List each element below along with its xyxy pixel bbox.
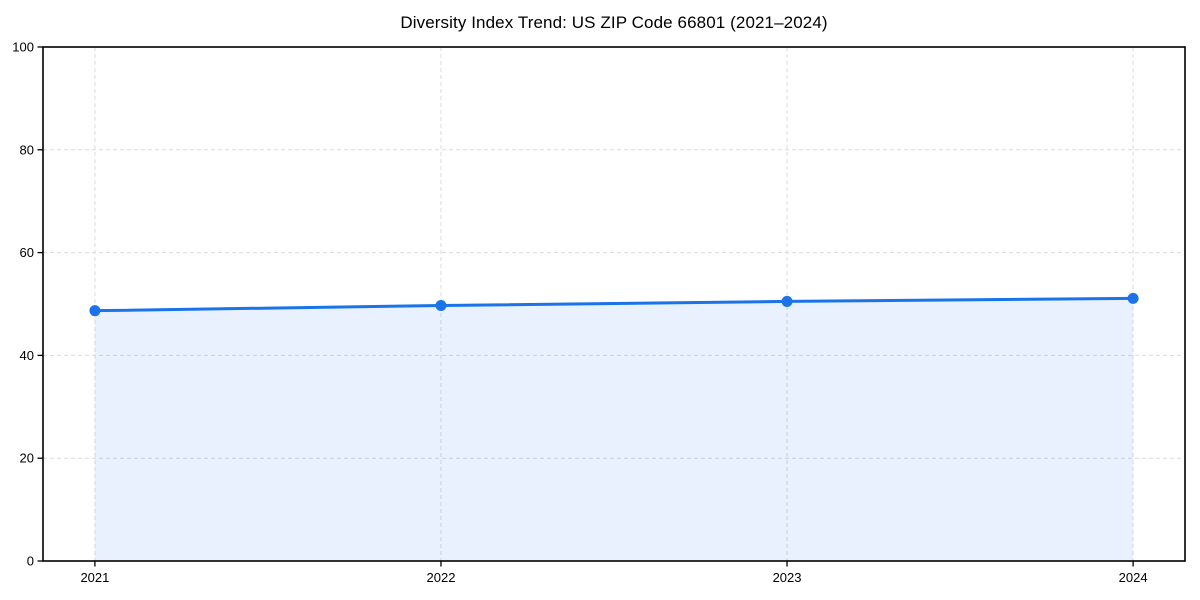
- chart-title: Diversity Index Trend: US ZIP Code 66801…: [400, 13, 828, 32]
- plot-frame: [42, 46, 1186, 562]
- data-point-2024: [1127, 292, 1139, 304]
- y-tick-label: 20: [20, 451, 34, 466]
- x-tick-label: 2023: [773, 570, 802, 585]
- y-tick-label: 100: [12, 40, 34, 55]
- trend-line: [93, 296, 1135, 313]
- y-tick-label: 80: [20, 142, 34, 157]
- y-tick-label: 60: [20, 245, 34, 260]
- data-point-2022: [435, 300, 447, 312]
- x-tick-label: 2024: [1119, 570, 1148, 585]
- y-tick-label: 0: [27, 554, 34, 569]
- data-point-2023: [781, 295, 793, 307]
- data-point-2021: [89, 305, 101, 317]
- x-tick-label: 2021: [80, 570, 109, 585]
- area-fill: [94, 298, 1134, 561]
- y-tick-label: 40: [20, 348, 34, 363]
- x-tick-label: 2022: [427, 570, 456, 585]
